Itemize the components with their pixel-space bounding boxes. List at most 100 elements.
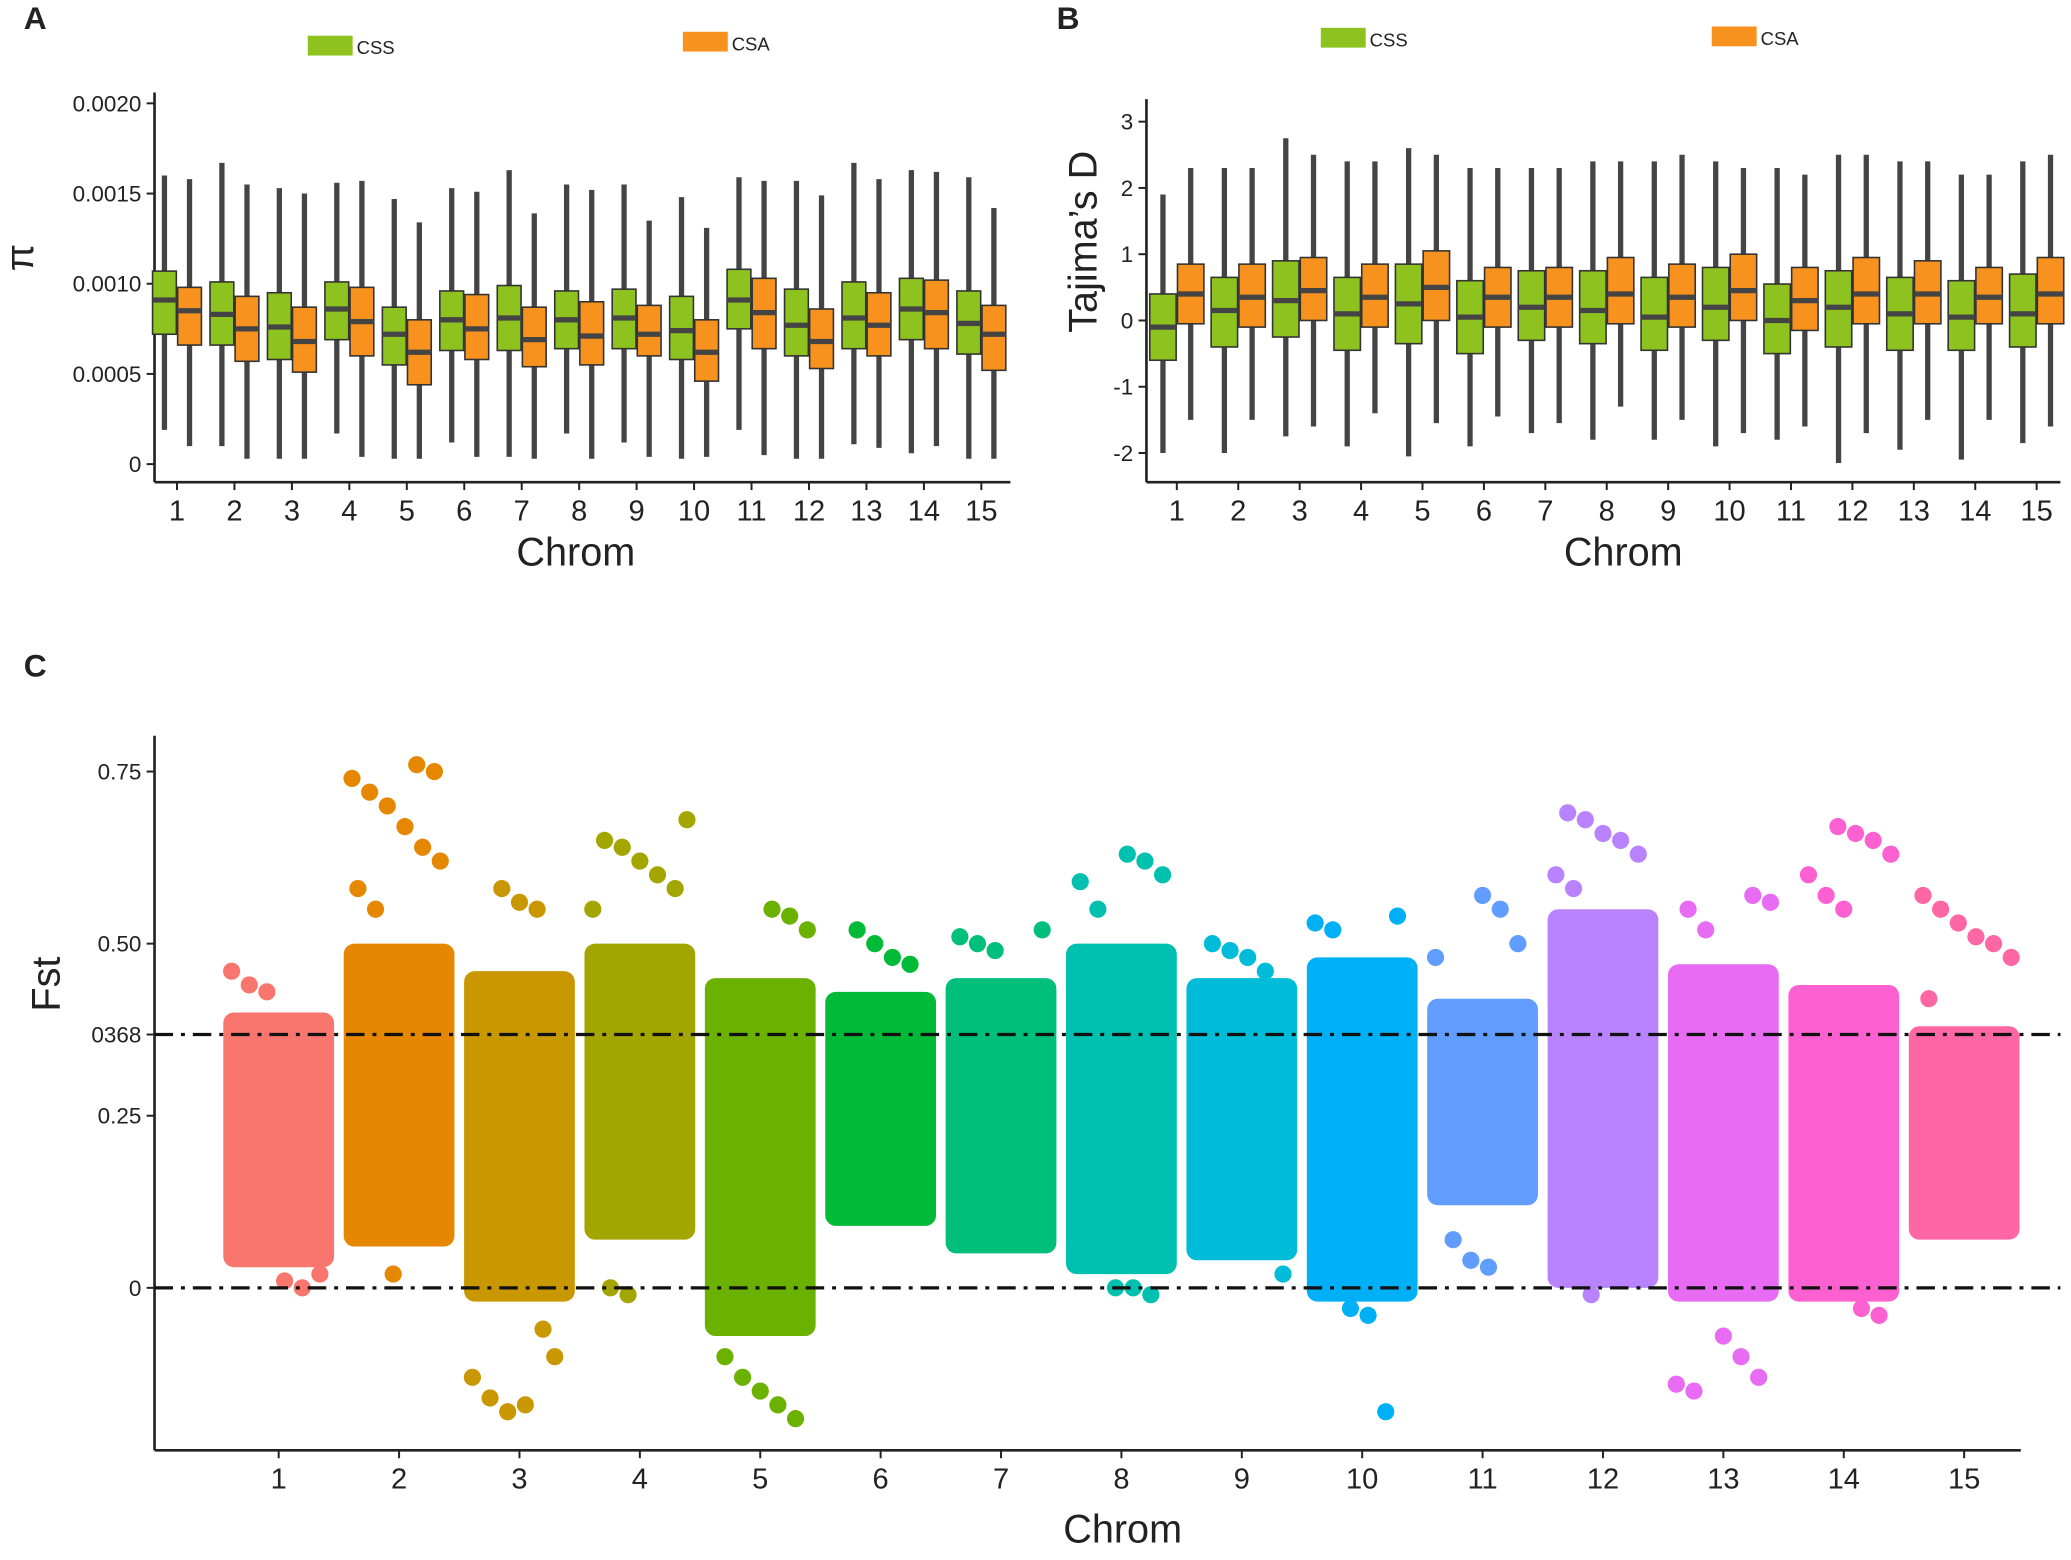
point (1761, 893, 1780, 911)
y-tick-label: 0368 (91, 1022, 141, 1047)
x-tick-label: 9 (1234, 1464, 1250, 1496)
box (151, 270, 178, 336)
point (258, 983, 276, 1001)
legend-label: CSS (1370, 29, 1408, 50)
point (1274, 1265, 1292, 1283)
point (763, 900, 781, 918)
y-tick-label: 0.0020 (73, 91, 142, 116)
point (678, 811, 696, 829)
point (1203, 935, 1221, 953)
point (510, 893, 529, 911)
point (613, 838, 631, 856)
x-tick-label: 6 (1476, 495, 1492, 527)
x-axis-title: Chrom (1063, 1508, 1182, 1552)
x-tick-label: 12 (1587, 1464, 1619, 1496)
y-axis-title: Fst (24, 957, 68, 1012)
legend-swatch (1711, 26, 1757, 47)
point (901, 955, 919, 973)
point (2002, 948, 2020, 966)
point (1967, 928, 1985, 946)
point (425, 762, 443, 781)
point (1594, 824, 1612, 843)
y-tick-label: 0.75 (98, 759, 142, 784)
x-tick-label: 4 (341, 495, 357, 527)
point (866, 935, 884, 953)
box (176, 286, 203, 346)
legend-label: CSA (1761, 28, 1800, 49)
box (783, 288, 810, 357)
point (1846, 824, 1865, 843)
point (349, 879, 367, 898)
x-tick-label: 8 (1113, 1464, 1129, 1496)
point (223, 962, 241, 980)
point (343, 769, 361, 788)
x-tick-label: 5 (1414, 495, 1430, 527)
x-tick-label: 14 (908, 495, 940, 527)
point (1547, 866, 1565, 884)
y-tick-label: 1 (1121, 242, 1133, 267)
x-axis-title: Chrom (516, 530, 635, 574)
point (1462, 1251, 1480, 1269)
box (1578, 269, 1607, 345)
point (414, 838, 432, 856)
x-tick-label: 7 (1537, 495, 1553, 527)
point (1491, 900, 1509, 918)
point (1949, 914, 1967, 932)
point (493, 879, 511, 898)
legend-label: CSA (732, 33, 771, 54)
point (1033, 921, 1051, 939)
point-cloud (704, 978, 816, 1337)
y-tick-label: 0.25 (98, 1104, 142, 1129)
point (1612, 831, 1630, 849)
x-tick-label: 11 (1468, 1464, 1498, 1496)
point (595, 831, 614, 849)
point-cloud (464, 971, 575, 1302)
point (1582, 1286, 1600, 1304)
x-tick-label: 7 (514, 495, 530, 527)
point (666, 879, 684, 898)
point-cloud (223, 1012, 335, 1268)
point (1341, 1299, 1360, 1318)
y-tick-label: 0.0015 (73, 181, 142, 206)
point-cloud (1667, 964, 1779, 1302)
point-cloud (584, 943, 696, 1240)
box (2008, 273, 2037, 348)
x-tick-label: 3 (511, 1464, 527, 1496)
point (1679, 900, 1697, 918)
x-tick-label: 2 (226, 495, 242, 527)
point (361, 783, 379, 801)
x-tick-label: 9 (629, 495, 645, 527)
x-tick-label: 1 (169, 495, 185, 527)
point (546, 1348, 564, 1366)
box (2036, 256, 2065, 325)
point (584, 900, 602, 918)
point (1256, 962, 1274, 980)
y-tick-label: -2 (1113, 441, 1133, 466)
point (1377, 1403, 1395, 1421)
x-tick-label: 12 (793, 495, 825, 527)
point (734, 1368, 752, 1386)
box (1701, 266, 1730, 342)
x-tick-label: 3 (1292, 495, 1308, 527)
point-cloud (1306, 957, 1418, 1302)
point (1118, 845, 1136, 863)
x-tick-label: 13 (1898, 495, 1930, 527)
point-cloud (1066, 943, 1177, 1275)
box (808, 308, 835, 370)
point-cloud (945, 978, 1057, 1254)
point (311, 1265, 329, 1283)
point (1388, 907, 1407, 925)
point (1221, 941, 1239, 960)
point (1306, 914, 1324, 932)
point (1714, 1327, 1732, 1345)
point (1564, 879, 1583, 898)
point (1089, 900, 1107, 918)
point (1359, 1306, 1377, 1324)
point-cloud (1186, 978, 1298, 1261)
point (631, 852, 649, 870)
y-tick-label: 0.0010 (73, 272, 142, 297)
point (1697, 921, 1715, 939)
point (528, 900, 546, 918)
point (1559, 804, 1577, 822)
x-tick-label: 7 (993, 1464, 1009, 1496)
